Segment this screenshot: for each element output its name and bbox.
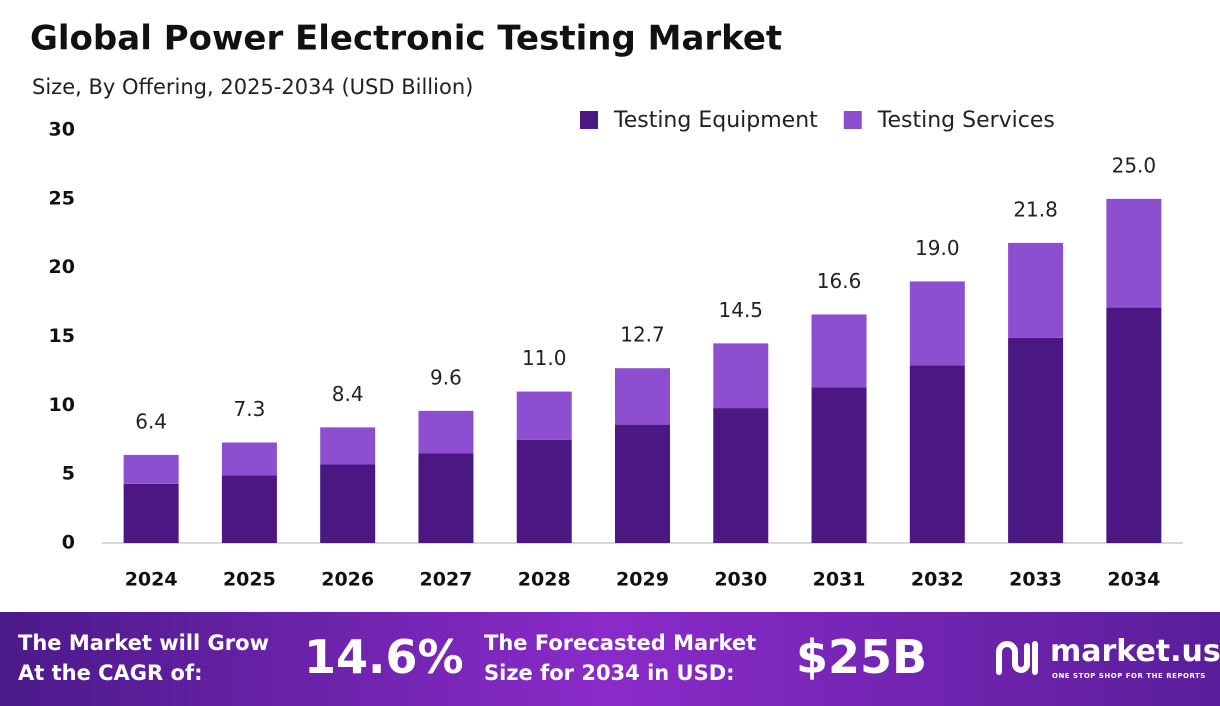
y-tick-label: 30: [49, 119, 75, 141]
bar-segment: [1008, 337, 1064, 543]
x-tick-label: 2024: [125, 569, 178, 591]
chart: Global Power Electronic Testing Market S…: [30, 19, 1183, 591]
total-label: 19.0: [915, 236, 960, 260]
bar-segment: [123, 454, 179, 484]
total-label: 21.8: [1013, 197, 1058, 221]
y-tick-label: 20: [49, 256, 75, 278]
bar-segment: [713, 408, 769, 543]
size-value: $25B: [796, 630, 928, 684]
y-tick-label: 0: [62, 532, 75, 554]
x-tick-label: 2031: [813, 569, 866, 591]
total-label: 7.3: [234, 397, 266, 421]
x-tick-label: 2030: [714, 569, 767, 591]
total-label: 25.0: [1112, 153, 1157, 177]
bar-segment: [713, 343, 769, 409]
total-label: 12.7: [620, 323, 665, 347]
footer: The Market will Grow At the CAGR of: 14.…: [0, 612, 1220, 706]
legend-label: Testing Equipment: [613, 108, 818, 133]
bar-segment: [1106, 307, 1162, 543]
tagline: ONE STOP SHOP FOR THE REPORTS: [1052, 672, 1206, 680]
bar-segment: [1106, 198, 1162, 308]
bar-segment: [909, 365, 965, 543]
bar-segment: [516, 439, 572, 543]
size-text: The Forecasted Market Size for 2034 in U…: [484, 631, 757, 685]
bar-segment: [811, 314, 867, 388]
x-tick-label: 2033: [1009, 569, 1062, 591]
bar-segment: [909, 281, 965, 366]
total-label: 14.5: [719, 298, 764, 322]
bar-segment: [123, 483, 179, 543]
x-tick-label: 2032: [911, 569, 964, 591]
bar-segment: [221, 475, 277, 543]
brand: market.us: [1050, 634, 1220, 669]
bar-segment: [320, 427, 376, 465]
legend-swatch: [843, 111, 862, 129]
x-tick-label: 2034: [1107, 569, 1160, 591]
cagr-text: The Market will Grow At the CAGR of:: [18, 631, 269, 685]
y-tick-label: 10: [49, 394, 75, 416]
x-tick-label: 2026: [321, 569, 374, 591]
bar-segment: [615, 368, 670, 425]
chart-title: Global Power Electronic Testing Market: [30, 19, 782, 59]
bar-segment: [320, 464, 376, 543]
x-tick-label: 2027: [420, 569, 473, 591]
bar-segment: [1008, 242, 1064, 338]
bar-segment: [221, 442, 277, 476]
bar-segment: [615, 424, 670, 543]
y-tick-label: 25: [49, 187, 75, 209]
y-tick-label: 5: [62, 463, 75, 485]
y-tick-label: 15: [49, 325, 75, 347]
bar-segment: [811, 387, 867, 543]
total-label: 9.6: [430, 365, 462, 389]
x-tick-label: 2029: [616, 569, 669, 591]
cagr-value: 14.6%: [304, 630, 464, 684]
legend-swatch: [580, 111, 598, 129]
legend-label: Testing Services: [877, 108, 1055, 133]
total-label: 11.0: [522, 346, 567, 370]
bar-segment: [418, 453, 474, 543]
bar-segment: [418, 410, 474, 454]
total-label: 8.4: [332, 382, 364, 406]
total-label: 16.6: [817, 269, 862, 293]
x-tick-label: 2025: [223, 569, 276, 591]
logo-icon: [996, 641, 1038, 675]
chart-subtitle: Size, By Offering, 2025-2034 (USD Billio…: [32, 75, 473, 99]
x-tick-label: 2028: [518, 569, 571, 591]
total-label: 6.4: [135, 409, 167, 433]
bar-segment: [516, 391, 572, 440]
